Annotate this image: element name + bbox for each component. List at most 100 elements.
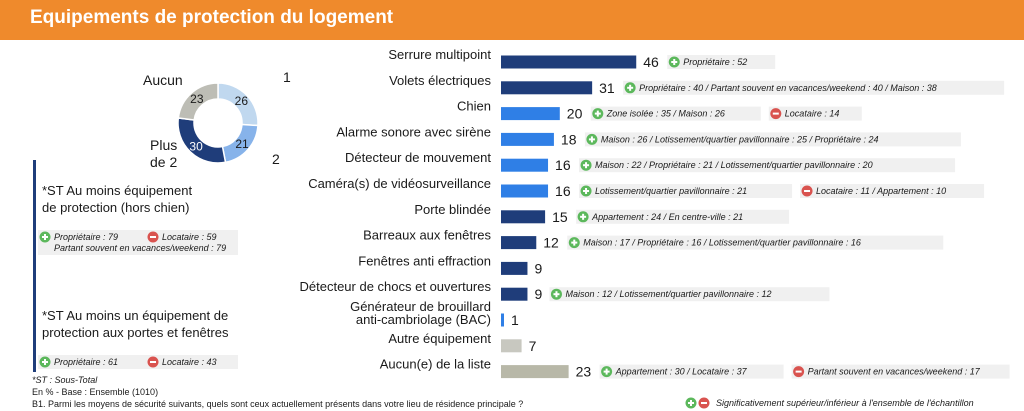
annotation-text: Locataire : 11 / Appartement : 10 [816,186,946,196]
annotation-text: Appartement : 30 / Locataire : 37 [615,367,748,377]
pie-slice [177,82,219,121]
pie-label: Aucun [143,72,183,88]
bar-label: Autre équipement [388,331,491,346]
subtotal-badge-bg [38,355,238,369]
bar [501,261,528,275]
bar-label: Détecteur de mouvement [345,150,491,165]
bar-value: 20 [567,106,583,122]
annotation-badge [576,209,790,224]
plus-circle-icon [601,366,613,378]
annotation-badge [623,80,1005,95]
bar-value: 16 [555,157,571,173]
plus-circle-icon [39,231,51,243]
minus-circle-icon [698,397,710,409]
minus-circle-icon [147,231,159,243]
bar [501,210,546,224]
page-title: Equipements de protection du logement [30,7,394,28]
annotation-badge [584,132,961,147]
bar [501,81,593,95]
plus-circle-icon [592,108,604,120]
bar [501,107,560,121]
annotation-text: Locataire : 14 [785,109,840,119]
bar-label: Générateur de brouillard [350,299,491,314]
subtotal-title: *ST Au moins un équipement de [42,308,228,323]
header-bar: Equipements de protection du logement [0,0,1024,40]
bar-value: 7 [529,338,537,354]
bar [501,158,549,172]
footnote-question: B1. Parmi les moyens de sécurité suivant… [32,399,523,409]
bar-label: Détecteur de chocs et ouvertures [300,279,492,294]
plus-circle-icon [577,211,589,223]
plus-circle-icon [580,185,592,197]
bar-value: 16 [555,183,571,199]
subtotal-title: de protection (hors chien) [42,200,189,215]
bar [501,287,528,301]
bar [501,55,637,69]
subtotal-title: *ST Au moins équipement [42,183,192,198]
subtotal-divider [33,160,36,372]
bar-label: Fenêtres anti effraction [358,253,491,268]
pie-label: 2 [272,151,280,167]
bar-label: Serrure multipoint [388,47,491,62]
annotation-text: Zone isolée : 35 / Maison : 26 [606,109,725,119]
bar-value: 46 [643,54,659,70]
bar-label: Barreaux aux fenêtres [363,228,491,243]
annotation-text: Appartement : 24 / En centre-ville : 21 [591,212,743,222]
annotation-badge [567,235,944,250]
annotation-text: Propriétaire : 40 / Partant souvent en v… [639,83,937,93]
minus-circle-icon [793,366,805,378]
bar [501,236,537,250]
annotation-text: Propriétaire : 52 [683,57,747,67]
subtotal-badge-text: Propriétaire : 61 [54,357,118,367]
subtotal-badge-bg [38,230,238,255]
bar-value: 18 [561,131,577,147]
annotation-badge [667,55,776,69]
subtotal-extra: Partant souvent en vacances/weekend : 79 [54,243,226,253]
bar-label: Alarme sonore avec sirène [336,124,491,139]
plus-circle-icon [580,159,592,171]
minus-circle-icon [801,185,813,197]
subtotal-title: protection aux portes et fenêtres [42,325,229,340]
annotation-text: Maison : 17 / Propriétaire : 16 / Lotiss… [583,238,861,248]
bar [501,313,504,327]
plus-circle-icon [586,133,598,145]
bar-value: 9 [534,286,542,302]
plus-circle-icon [568,237,580,249]
annotation-badge [590,106,761,121]
annotation-badge [768,106,862,121]
annotation-badge [791,364,1010,379]
footnote-st: *ST : Sous-Total [32,375,98,385]
subtotal-badge-text: Propriétaire : 79 [54,232,118,242]
plus-circle-icon [668,56,680,68]
bar-label: Caméra(s) de vidéosurveillance [308,176,491,191]
bar-value: 9 [534,260,542,276]
legend-text: Significativement supérieur/inférieur à … [716,398,974,408]
annotation-text: Maison : 12 / Lotissement/quartier pavil… [565,289,771,299]
footnote-base: En % - Base : Ensemble (1010) [32,387,158,397]
subtotal-badge-text: Locataire : 59 [162,232,217,242]
annotation-badge [800,184,985,198]
annotation-text: Lotissement/quartier pavillonnaire : 21 [595,186,747,196]
annotation-text: Maison : 22 / Propriétaire : 21 / Lotiss… [595,160,873,170]
plus-circle-icon [685,397,697,409]
pie-value: 21 [235,137,249,151]
bar [501,132,554,146]
pie-label: 1 [283,69,291,85]
minus-circle-icon [147,356,159,368]
bar-label: Chien [457,99,491,114]
plus-circle-icon [624,82,636,94]
minus-circle-icon [770,108,782,120]
subtotal-badge-text: Locataire : 43 [162,357,217,367]
bar-value: 15 [552,209,568,225]
annotation-badge [549,287,830,302]
bar [501,339,522,353]
bar-label: anti-cambriolage (BAC) [356,312,491,327]
bar-value: 31 [599,80,615,96]
pie-value: 30 [189,139,203,153]
bar [501,184,549,198]
bar-value: 23 [576,364,592,380]
bar-value: 1 [511,312,519,328]
pie-value: 26 [235,94,249,108]
pie-label: Plus [150,137,177,153]
